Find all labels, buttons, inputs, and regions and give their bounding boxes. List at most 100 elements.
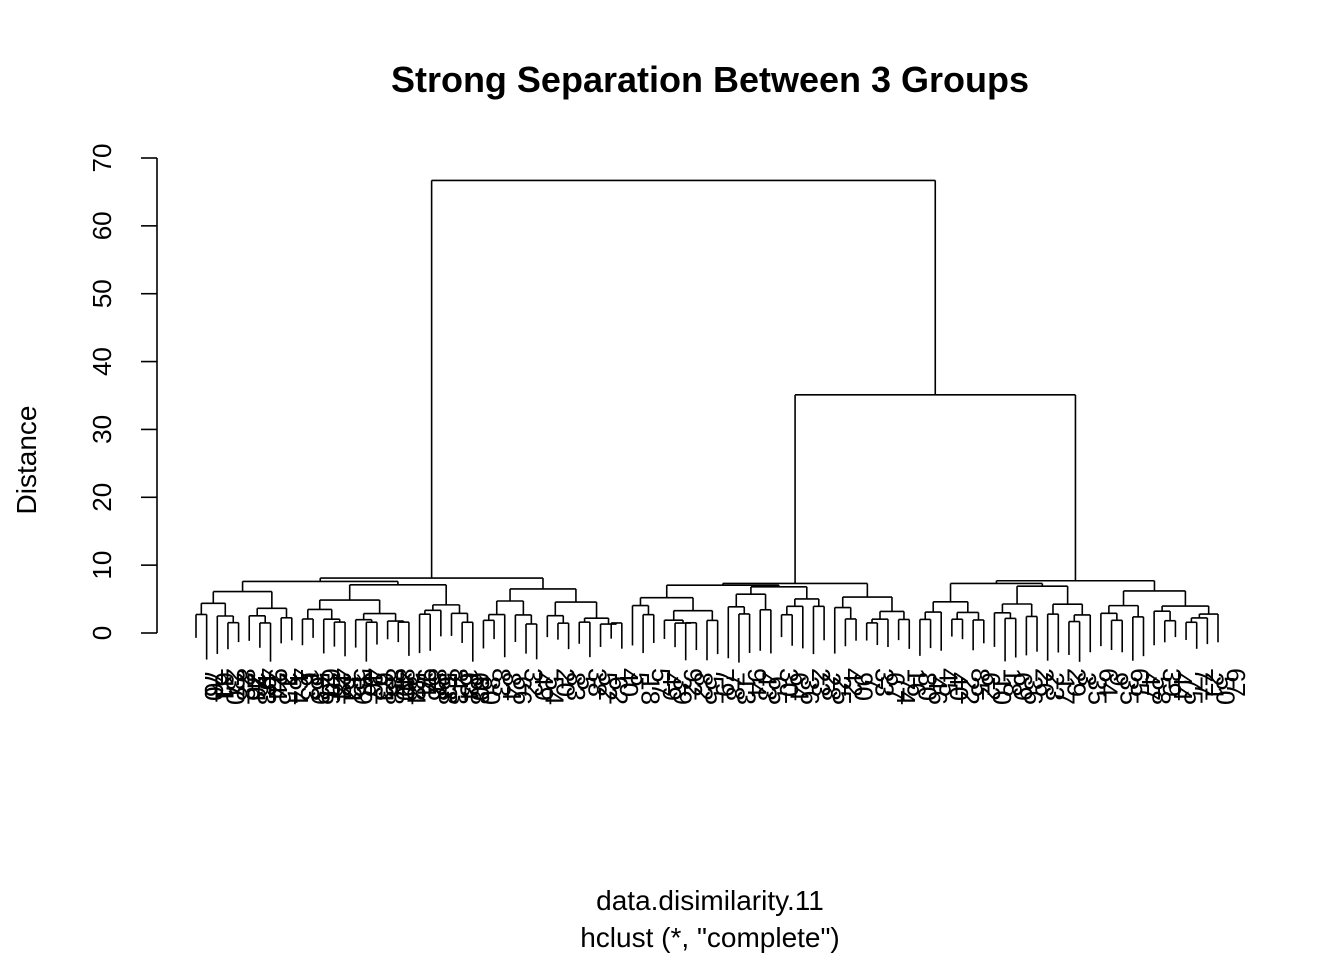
leaf-label: 91 — [263, 668, 293, 697]
leaf-label: 57 — [646, 668, 676, 697]
leaf-label: 59 — [348, 676, 378, 705]
leaf-label: 7 — [859, 676, 889, 690]
leaf-label: 85 — [966, 668, 996, 697]
leaf-label: 4 — [284, 668, 314, 682]
leaf-label: 78 — [721, 672, 751, 701]
leaf-label: 20 — [550, 668, 580, 697]
leaf-label: 83 — [486, 668, 516, 697]
leaf-label: 43 — [444, 676, 474, 705]
leaf-label: 16 — [902, 668, 932, 697]
leaf-label: 12 — [337, 672, 367, 701]
leaf-label: 48 — [327, 668, 357, 697]
leaf-label: 67 — [1221, 668, 1251, 697]
leaf-label: 88 — [380, 676, 410, 705]
leaf-label: 49 — [529, 672, 559, 701]
leaf-label: 69 — [305, 676, 335, 705]
leaf-label: 64 — [455, 672, 485, 701]
leaf-label: 90 — [848, 672, 878, 701]
leaf-label: 7 — [412, 676, 442, 690]
leaf-label: 62 — [976, 672, 1006, 701]
leaf-label: 23 — [1040, 672, 1070, 701]
leaf-label: 51 — [337, 676, 367, 705]
leaf-label: 5 — [572, 676, 602, 690]
leaf-label: 2 — [274, 672, 304, 686]
leaf-label: 44 — [1168, 672, 1198, 701]
leaf-label: 41 — [242, 676, 272, 705]
leaf-label: 71 — [369, 676, 399, 705]
leaf-label: 28 — [231, 672, 261, 701]
leaf-label: 43 — [753, 672, 783, 701]
leaf-label: 15 — [274, 676, 304, 705]
y-tick-label: 40 — [87, 347, 117, 376]
leaf-label: 77 — [1189, 668, 1219, 697]
leaf-label: 39 — [1157, 668, 1187, 697]
leaf-label: 24 — [263, 672, 293, 701]
leaf-label: 63 — [295, 672, 325, 701]
leaf-label: 60 — [316, 668, 346, 697]
leaf-label: 49 — [657, 672, 687, 701]
leaf-label: 3 — [1072, 672, 1102, 686]
leaf-label: 92 — [678, 668, 708, 697]
leaf-label: 65 — [763, 676, 793, 705]
leaf-label: 36 — [795, 676, 825, 705]
leaf-label: 30 — [220, 676, 250, 705]
leaf-label: 5 — [625, 672, 655, 686]
leaf-label: 40 — [614, 668, 644, 697]
leaf-label: 61 — [210, 672, 240, 701]
y-tick-label: 20 — [87, 483, 117, 512]
leaf-label: 9 — [1104, 672, 1134, 686]
leaf-label: 74 — [891, 676, 921, 705]
leaf-label: 28 — [816, 672, 846, 701]
leaf-label: 11 — [210, 676, 240, 703]
leaf-label: 56 — [423, 672, 453, 701]
leaf-label: 80 — [476, 676, 506, 705]
leaf-label: 89 — [391, 668, 421, 697]
leaf-label: 46 — [923, 676, 953, 705]
leaf-label: 22 — [955, 676, 985, 705]
leaf-label: 68 — [433, 676, 463, 705]
leaf-label: 25 — [827, 676, 857, 705]
leaf-label: 60 — [465, 672, 495, 701]
y-tick-label: 0 — [87, 626, 117, 640]
leaf-label: 50 — [1210, 676, 1240, 705]
leaf-label: 32 — [518, 668, 548, 697]
leaf-label: 33 — [870, 668, 900, 697]
leaf-label: 80 — [912, 672, 942, 701]
method-label: hclust (*, "complete") — [580, 922, 840, 953]
leaf-label: 40 — [391, 672, 421, 701]
leaf-label: 45 — [934, 668, 964, 697]
leaf-label: 85 — [380, 668, 410, 697]
leaf-label: 58 — [401, 672, 431, 701]
y-axis-label: Distance — [11, 406, 42, 515]
leaf-label: 37 — [359, 672, 389, 701]
leaf-label: 38 — [582, 668, 612, 697]
leaf-label: 64 — [1093, 668, 1123, 697]
leaf-label: 1 — [295, 668, 325, 682]
leaf-label: 53 — [305, 672, 335, 701]
leaf-label: 94 — [742, 668, 772, 697]
leaf-label: 79 — [710, 668, 740, 697]
leaf-label: 24 — [327, 672, 357, 701]
leaf-label: 26 — [242, 672, 272, 701]
leaf-label: 42 — [838, 668, 868, 697]
y-tick-label: 10 — [87, 551, 117, 580]
leaf-label: 82 — [423, 668, 453, 697]
y-tick-label: 70 — [87, 144, 117, 173]
leaf-label: 83 — [561, 672, 591, 701]
leaf-label: 35 — [1083, 676, 1113, 705]
leaf-label: 64 — [284, 676, 314, 705]
leaf-label: 58 — [1146, 676, 1176, 705]
leaf-label: 36 — [1019, 676, 1049, 705]
chart-title: Strong Separation Between 3 Groups — [391, 59, 1029, 100]
leaf-label: 26 — [316, 676, 346, 705]
y-axis: 0 10 20 30 40 50 60 70 — [87, 144, 158, 640]
y-tick-label: 50 — [87, 279, 117, 308]
leaf-label: 84 — [401, 676, 431, 705]
leaf-label: 23 — [806, 668, 836, 697]
leaf-label: 46 — [359, 668, 389, 697]
leaf-label: 94 — [412, 668, 442, 697]
leaf-label: 64 — [785, 672, 815, 701]
leaf-label: 69 — [1008, 672, 1038, 701]
dendrogram-tree — [195, 179, 1219, 663]
